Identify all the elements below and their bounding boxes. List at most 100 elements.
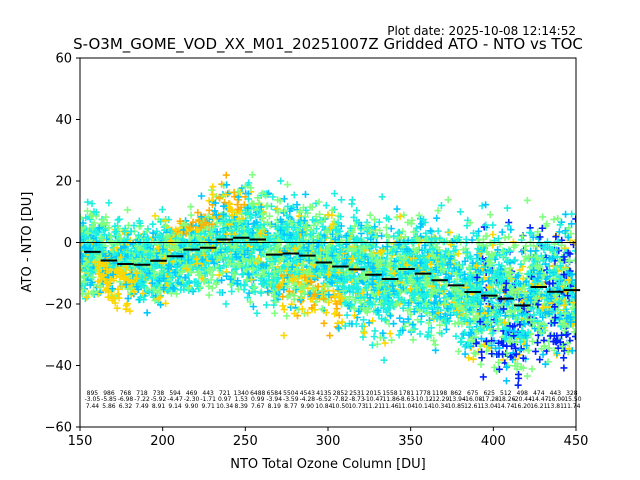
scatter-point [404, 315, 412, 323]
scatter-point [541, 360, 549, 368]
scatter-point [502, 377, 510, 385]
scatter-point [452, 332, 460, 340]
scatter-point [531, 250, 539, 258]
scatter-point [283, 312, 291, 320]
scatter-point [302, 206, 310, 214]
scatter-point [364, 234, 372, 242]
scatter-point [382, 317, 390, 325]
scatter-points [80, 171, 576, 389]
scatter-point [446, 228, 454, 236]
scatter-point [139, 289, 147, 297]
scatter-point [266, 212, 274, 220]
scatter-point [381, 316, 389, 324]
scatter-point [413, 224, 421, 232]
scatter-point [505, 247, 513, 255]
scatter-point [434, 207, 442, 215]
scatter-point [530, 242, 538, 250]
scatter-point [222, 300, 230, 308]
scatter-point [284, 181, 292, 189]
scatter-point [82, 290, 90, 298]
scatter-point [469, 355, 477, 363]
scatter-point [556, 221, 564, 229]
scatter-point [478, 348, 486, 356]
scatter-point [165, 216, 173, 224]
scatter-point [136, 219, 144, 227]
scatter-point [416, 330, 424, 338]
scatter-point [538, 224, 546, 232]
scatter-point [400, 211, 408, 219]
scatter-point [360, 329, 368, 337]
scatter-point [476, 342, 484, 350]
scatter-point [361, 252, 369, 260]
scatter-point [545, 344, 553, 352]
scatter-point [534, 339, 542, 347]
scatter-point [306, 203, 314, 211]
scatter-point [434, 227, 442, 235]
scatter-point [84, 198, 92, 206]
scatter-point [510, 300, 518, 308]
scatter-point [405, 319, 413, 327]
scatter-point [228, 287, 236, 295]
scatter-point [242, 217, 250, 225]
scatter-point [290, 191, 298, 199]
scatter-point [555, 228, 563, 236]
scatter-point [433, 214, 441, 222]
scatter-point [208, 271, 216, 279]
scatter-point [451, 256, 459, 264]
scatter-point [369, 317, 377, 325]
scatter-point [459, 330, 467, 338]
scatter-point [526, 229, 534, 237]
scatter-point [337, 196, 345, 204]
scatter-point [263, 202, 271, 210]
scatter-point [88, 200, 96, 208]
scatter-point [187, 203, 195, 211]
scatter-point [244, 294, 252, 302]
scatter-point [564, 339, 572, 347]
scatter-point [283, 267, 291, 275]
scatter-point [351, 311, 359, 319]
scatter-point [514, 311, 522, 319]
scatter-point [507, 226, 515, 234]
scatter-point [124, 294, 132, 302]
scatter-point [442, 325, 450, 333]
scatter-point [534, 228, 542, 236]
scatter-point [560, 354, 568, 362]
scatter-point [409, 321, 417, 329]
scatter-point [489, 231, 497, 239]
scatter-point [539, 213, 547, 221]
scatter-point [162, 299, 170, 307]
scatter-point [393, 299, 401, 307]
scatter-point [437, 201, 445, 209]
scatter-point [249, 303, 257, 311]
scatter-point [378, 193, 386, 201]
scatter-point [238, 184, 246, 192]
scatter-point [331, 292, 339, 300]
scatter-point [386, 312, 394, 320]
scatter-point [411, 325, 419, 333]
scatter-point [262, 301, 270, 309]
scatter-point [326, 332, 334, 340]
scatter-point [570, 328, 576, 336]
scatter-point [348, 200, 356, 208]
scatter-point [549, 247, 557, 255]
scatter-point [209, 183, 217, 191]
scatter-point [245, 289, 253, 297]
scatter-point [279, 302, 287, 310]
scatter-point [415, 211, 423, 219]
scatter-point [495, 358, 503, 366]
scatter-point [325, 291, 333, 299]
scatter-point [331, 190, 339, 198]
scatter-point [529, 233, 537, 241]
scatter-point [253, 309, 261, 317]
scatter-point [486, 325, 494, 333]
scatter-point [271, 309, 279, 317]
scatter-point [302, 190, 310, 198]
scatter-point [489, 329, 497, 337]
scatter-point [124, 206, 132, 214]
scatter-point [277, 177, 285, 185]
scatter-point [280, 286, 288, 294]
scatter-point [550, 240, 558, 248]
scatter-point [189, 288, 197, 296]
scatter-point [501, 319, 509, 327]
scatter-point [327, 234, 335, 242]
